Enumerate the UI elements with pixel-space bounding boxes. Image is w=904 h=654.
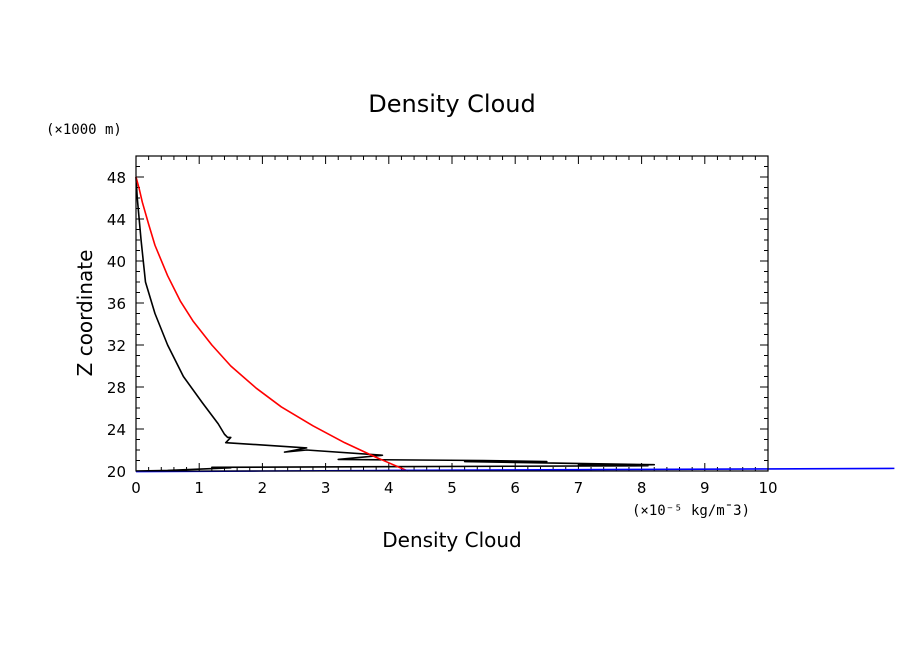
tick-labels: 0 1 2 3 4 5 6 7 8 9 10 20 24 28 32 36 40 44 48 (107, 169, 778, 497)
x-tick-label: 6 (510, 479, 520, 497)
series-line-2 (135, 176, 409, 472)
y-tick-label: 40 (107, 253, 126, 271)
chart-title: Density Cloud (368, 90, 535, 118)
series-line-1 (135, 176, 656, 472)
x-tick-label: 2 (258, 479, 268, 497)
y-tick-label: 24 (107, 421, 126, 439)
x-tick-label: 3 (321, 479, 331, 497)
x-tick-label: 7 (574, 479, 584, 497)
x-tick-label: 1 (194, 479, 204, 497)
x-unit-label: (×10⁻⁵ kg/m¯3) (632, 503, 750, 519)
y-tick-label: 48 (107, 169, 126, 187)
y-tick-label: 36 (107, 295, 126, 313)
y-tick-label: 28 (107, 379, 126, 397)
y-unit-label: (×1000 m) (46, 122, 122, 138)
x-tick-label: 9 (700, 479, 710, 497)
x-tick-label: 8 (637, 479, 647, 497)
x-tick-label: 10 (758, 479, 777, 497)
y-tick-label: 44 (107, 211, 126, 229)
x-tick-label: 4 (384, 479, 394, 497)
plot-frame (135, 155, 769, 472)
y-tick-label: 20 (107, 463, 126, 481)
x-tick-label: 5 (447, 479, 457, 497)
series-layer (135, 176, 895, 473)
x-axis-label: Density Cloud (382, 528, 522, 552)
x-tick-label: 0 (131, 479, 141, 497)
axis-ticks (135, 155, 769, 472)
y-axis-label: Z coordinate (73, 250, 97, 377)
y-tick-label: 32 (107, 337, 126, 355)
